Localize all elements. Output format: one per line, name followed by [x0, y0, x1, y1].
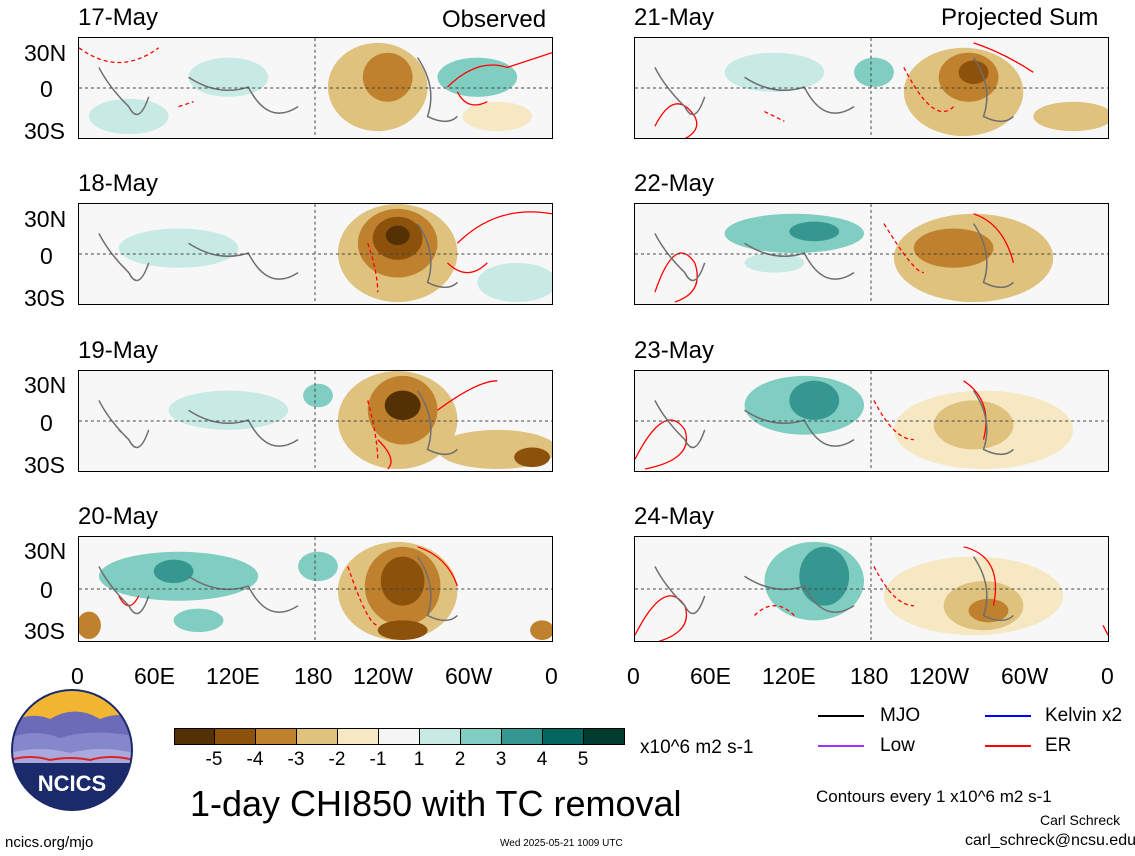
author: Carl Schreck: [1040, 812, 1121, 828]
colorbar-swatch: [501, 728, 543, 745]
lat-label: 30S: [24, 618, 65, 644]
panel-date: 22-May: [634, 170, 715, 197]
contours-note: Contours every 1 x10^6 m2 s-1: [816, 787, 1052, 806]
panel-date: 21-May: [634, 4, 715, 31]
map-panel: [634, 37, 1109, 139]
lon-label: 60W: [1001, 663, 1049, 689]
legend-label: Low: [880, 735, 915, 756]
lat-label: 30N: [24, 40, 67, 66]
colorbar-label: -3: [287, 749, 305, 770]
colorbar-label: 2: [454, 749, 466, 770]
lon-label: 180: [294, 663, 333, 689]
colorbar-swatch: [460, 728, 502, 745]
ncics-logo: NCICS: [10, 688, 134, 812]
lat-label: 30S: [24, 452, 65, 478]
map-panel: [634, 536, 1109, 642]
panel-date: 23-May: [634, 337, 715, 364]
panel-date: 18-May: [78, 170, 159, 197]
legend-line-er: [985, 745, 1031, 747]
colorbar-swatch: [337, 728, 379, 745]
lat-label: 30N: [24, 372, 67, 398]
colorbar-label: -4: [246, 749, 264, 770]
lon-label: 60E: [690, 663, 731, 689]
legend-label: Kelvin x2: [1045, 705, 1123, 726]
lat-label: 0: [40, 410, 53, 436]
lat-label: 0: [40, 76, 53, 102]
author-email: carl_schreck@ncsu.edu: [965, 832, 1135, 849]
colorbar-swatch: [583, 728, 625, 745]
legend-line-low: [818, 745, 864, 747]
legend-label: MJO: [880, 705, 921, 726]
panel-date: 17-May: [78, 4, 159, 31]
main-title: 1-day CHI850 with TC removal: [190, 783, 682, 824]
colorbar-label: -2: [328, 749, 346, 770]
projected-sum-label: Projected Sum: [941, 4, 1099, 31]
colorbar-label: 3: [495, 749, 507, 770]
panel-date: 24-May: [634, 503, 715, 530]
colorbar-label: 5: [577, 749, 589, 770]
lon-label: 0: [545, 663, 558, 689]
map-panel: [78, 370, 553, 472]
lat-label: 30N: [24, 206, 67, 232]
colorbar-swatch: [542, 728, 584, 745]
footer-url[interactable]: ncics.org/mjo: [5, 834, 94, 851]
lat-label: 30S: [24, 285, 65, 311]
lon-label: 60W: [445, 663, 493, 689]
lat-label: 0: [40, 577, 53, 603]
map-panel: [78, 203, 553, 305]
lat-label: 30N: [24, 538, 67, 564]
lon-label: 120W: [353, 663, 414, 689]
lon-label: 0: [1101, 663, 1114, 689]
colorbar-swatch: [174, 728, 215, 745]
colorbar-swatch: [378, 728, 420, 745]
legend-line-kelvin: [985, 715, 1031, 717]
lon-label: 0: [71, 663, 84, 689]
lon-label: 180: [850, 663, 889, 689]
lon-label: 120E: [762, 663, 816, 689]
panel-date: 20-May: [78, 503, 159, 530]
colorbar-label: 4: [536, 749, 548, 770]
map-panel: [78, 37, 553, 139]
map-panel: [78, 536, 553, 642]
lon-label: 0: [627, 663, 640, 689]
footer-timestamp: Wed 2025-05-21 1009 UTC: [500, 838, 623, 849]
colorbar-units: x10^6 m2 s-1: [640, 737, 754, 758]
colorbar-label: -1: [369, 749, 387, 770]
lon-label: 120W: [909, 663, 970, 689]
panel-date: 19-May: [78, 337, 159, 364]
legend-label: ER: [1045, 735, 1072, 756]
colorbar-label: -5: [205, 749, 223, 770]
colorbar-swatch: [419, 728, 461, 745]
colorbar-swatch: [296, 728, 338, 745]
lon-label: 60E: [134, 663, 175, 689]
lon-label: 120E: [206, 663, 260, 689]
observed-label: Observed: [442, 6, 547, 33]
map-panel: [634, 203, 1109, 305]
lat-label: 30S: [24, 118, 65, 144]
colorbar-swatch: [214, 728, 256, 745]
lat-label: 0: [40, 243, 53, 269]
colorbar-swatch: [255, 728, 297, 745]
legend-line-mjo: [818, 715, 864, 717]
map-panel: [634, 370, 1109, 472]
colorbar-label: 1: [413, 749, 425, 770]
logo-text: NCICS: [38, 771, 106, 796]
